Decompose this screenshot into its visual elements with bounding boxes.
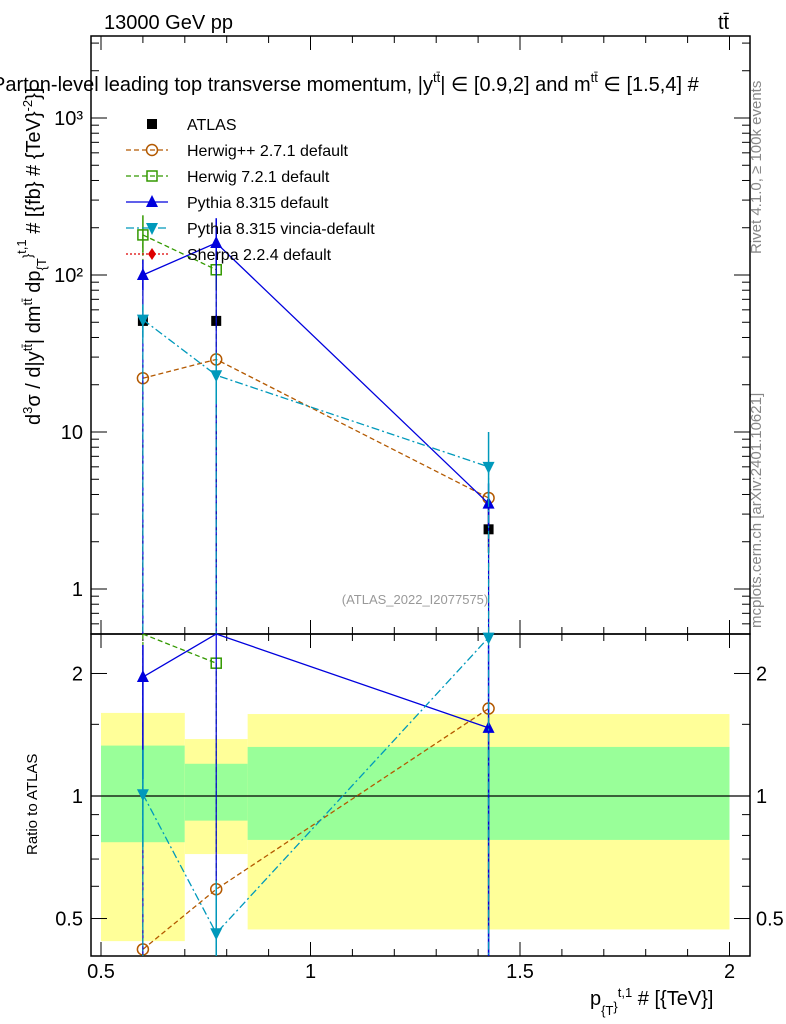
title-part-1: Parton-level leading top transverse mome… [0,74,433,96]
title-sup-2: tt̄ [591,70,599,85]
process-label: tt̄ [718,12,730,34]
pythia-point [210,235,223,248]
x-tick-label: 2 [724,961,735,983]
herwigpp-ratio-line [142,708,489,950]
pythia-legend-marker [146,195,158,207]
sherpa-legend-label: Sherpa 2.2.4 default [187,247,332,264]
ratio-tick-label: 1 [72,786,83,808]
legend: ATLAS Herwig++ 2.7.1 default Herwig 7.2.1 … [126,117,375,264]
herwig7-ratio-line [142,633,217,664]
vincia-ratio-line [142,637,490,935]
herwigpp-legend-marker [145,143,159,157]
pythia-point [136,268,149,280]
pythia-legend-label: Pythia 8.315 default [187,195,329,212]
ratio-tick-label-right: 1 [756,786,767,808]
ratio-panel-frame [90,633,751,957]
herwigpp-legend-label: Herwig++ 2.7.1 default [187,143,349,160]
atlas-legend-label: ATLAS [187,117,237,134]
sherpa-legend-marker [148,248,156,260]
mcplots-label: mcplots.cern.ch [arXiv:2401.10621] [748,393,765,628]
x-tick-label: 1.5 [506,961,534,983]
vincia-legend-label: Pythia 8.315 vincia-default [187,221,375,238]
watermark: (ATLAS_2022_I2077575) [342,592,488,607]
atlas-legend-marker [147,119,157,129]
herwig7-point [137,229,149,241]
vincia-point [210,370,223,383]
ratio-tick-label: 2 [72,663,83,685]
x-axis-label: p{T}t,1 # [{TeV}] [590,985,713,1018]
vincia-ratio-point [482,632,495,645]
vincia-line [142,319,489,468]
pythia-ratio-line [142,633,489,729]
main-y-axis-label: d3σ / d|ytt̄| dmtt̄ dp{T}t,1 # [{fb} # {… [14,88,49,425]
vincia-point [482,461,495,474]
ratio-series [136,632,495,956]
pythia-ratio-point [136,670,149,683]
chart-title: Parton-level leading top transverse mome… [0,70,700,96]
ratio-tick-label: 0.5 [55,909,83,931]
y-tick-label: 10 [61,422,83,444]
y-tick-label: 10³ [54,108,83,130]
herwig7-legend-marker [146,170,158,182]
vincia-ratio-point [210,928,223,941]
pythia-line [142,242,490,505]
vincia-point [136,314,149,327]
y-tick-label: 1 [72,579,83,601]
x-tick-label: 0.5 [87,961,115,983]
rivet-label: Rivet 4.1.0, ≥ 100k events [748,81,765,254]
herwig7-legend-label: Herwig 7.2.1 default [187,169,330,186]
ratio-tick-label-right: 0.5 [756,909,784,931]
herwig7-line [142,234,217,271]
axis-ticks: 0.5 1 1.5 2 1 10 10² 10³ 0.5 0.5 1 1 2 2 [54,36,784,983]
title-part-2: | ∈ [0.9,2] and m [440,74,590,96]
title-part-3: ∈ [1.5,4] # [598,74,700,96]
ratio-y-axis-label: Ratio to ATLAS [24,754,41,855]
title-sup-1: tt̄ [433,70,441,85]
ratio-tick-label-right: 2 [756,663,767,685]
y-tick-label: 10² [54,265,83,287]
energy-label: 13000 GeV pp [104,12,233,34]
vincia-legend-marker [146,223,158,235]
main-series [136,215,495,634]
vincia-ratio-point [136,789,149,802]
plot-frames [90,35,751,957]
pythia-ratio-point [482,720,495,733]
herwigpp-line [142,358,489,499]
x-tick-label: 1 [305,961,316,983]
